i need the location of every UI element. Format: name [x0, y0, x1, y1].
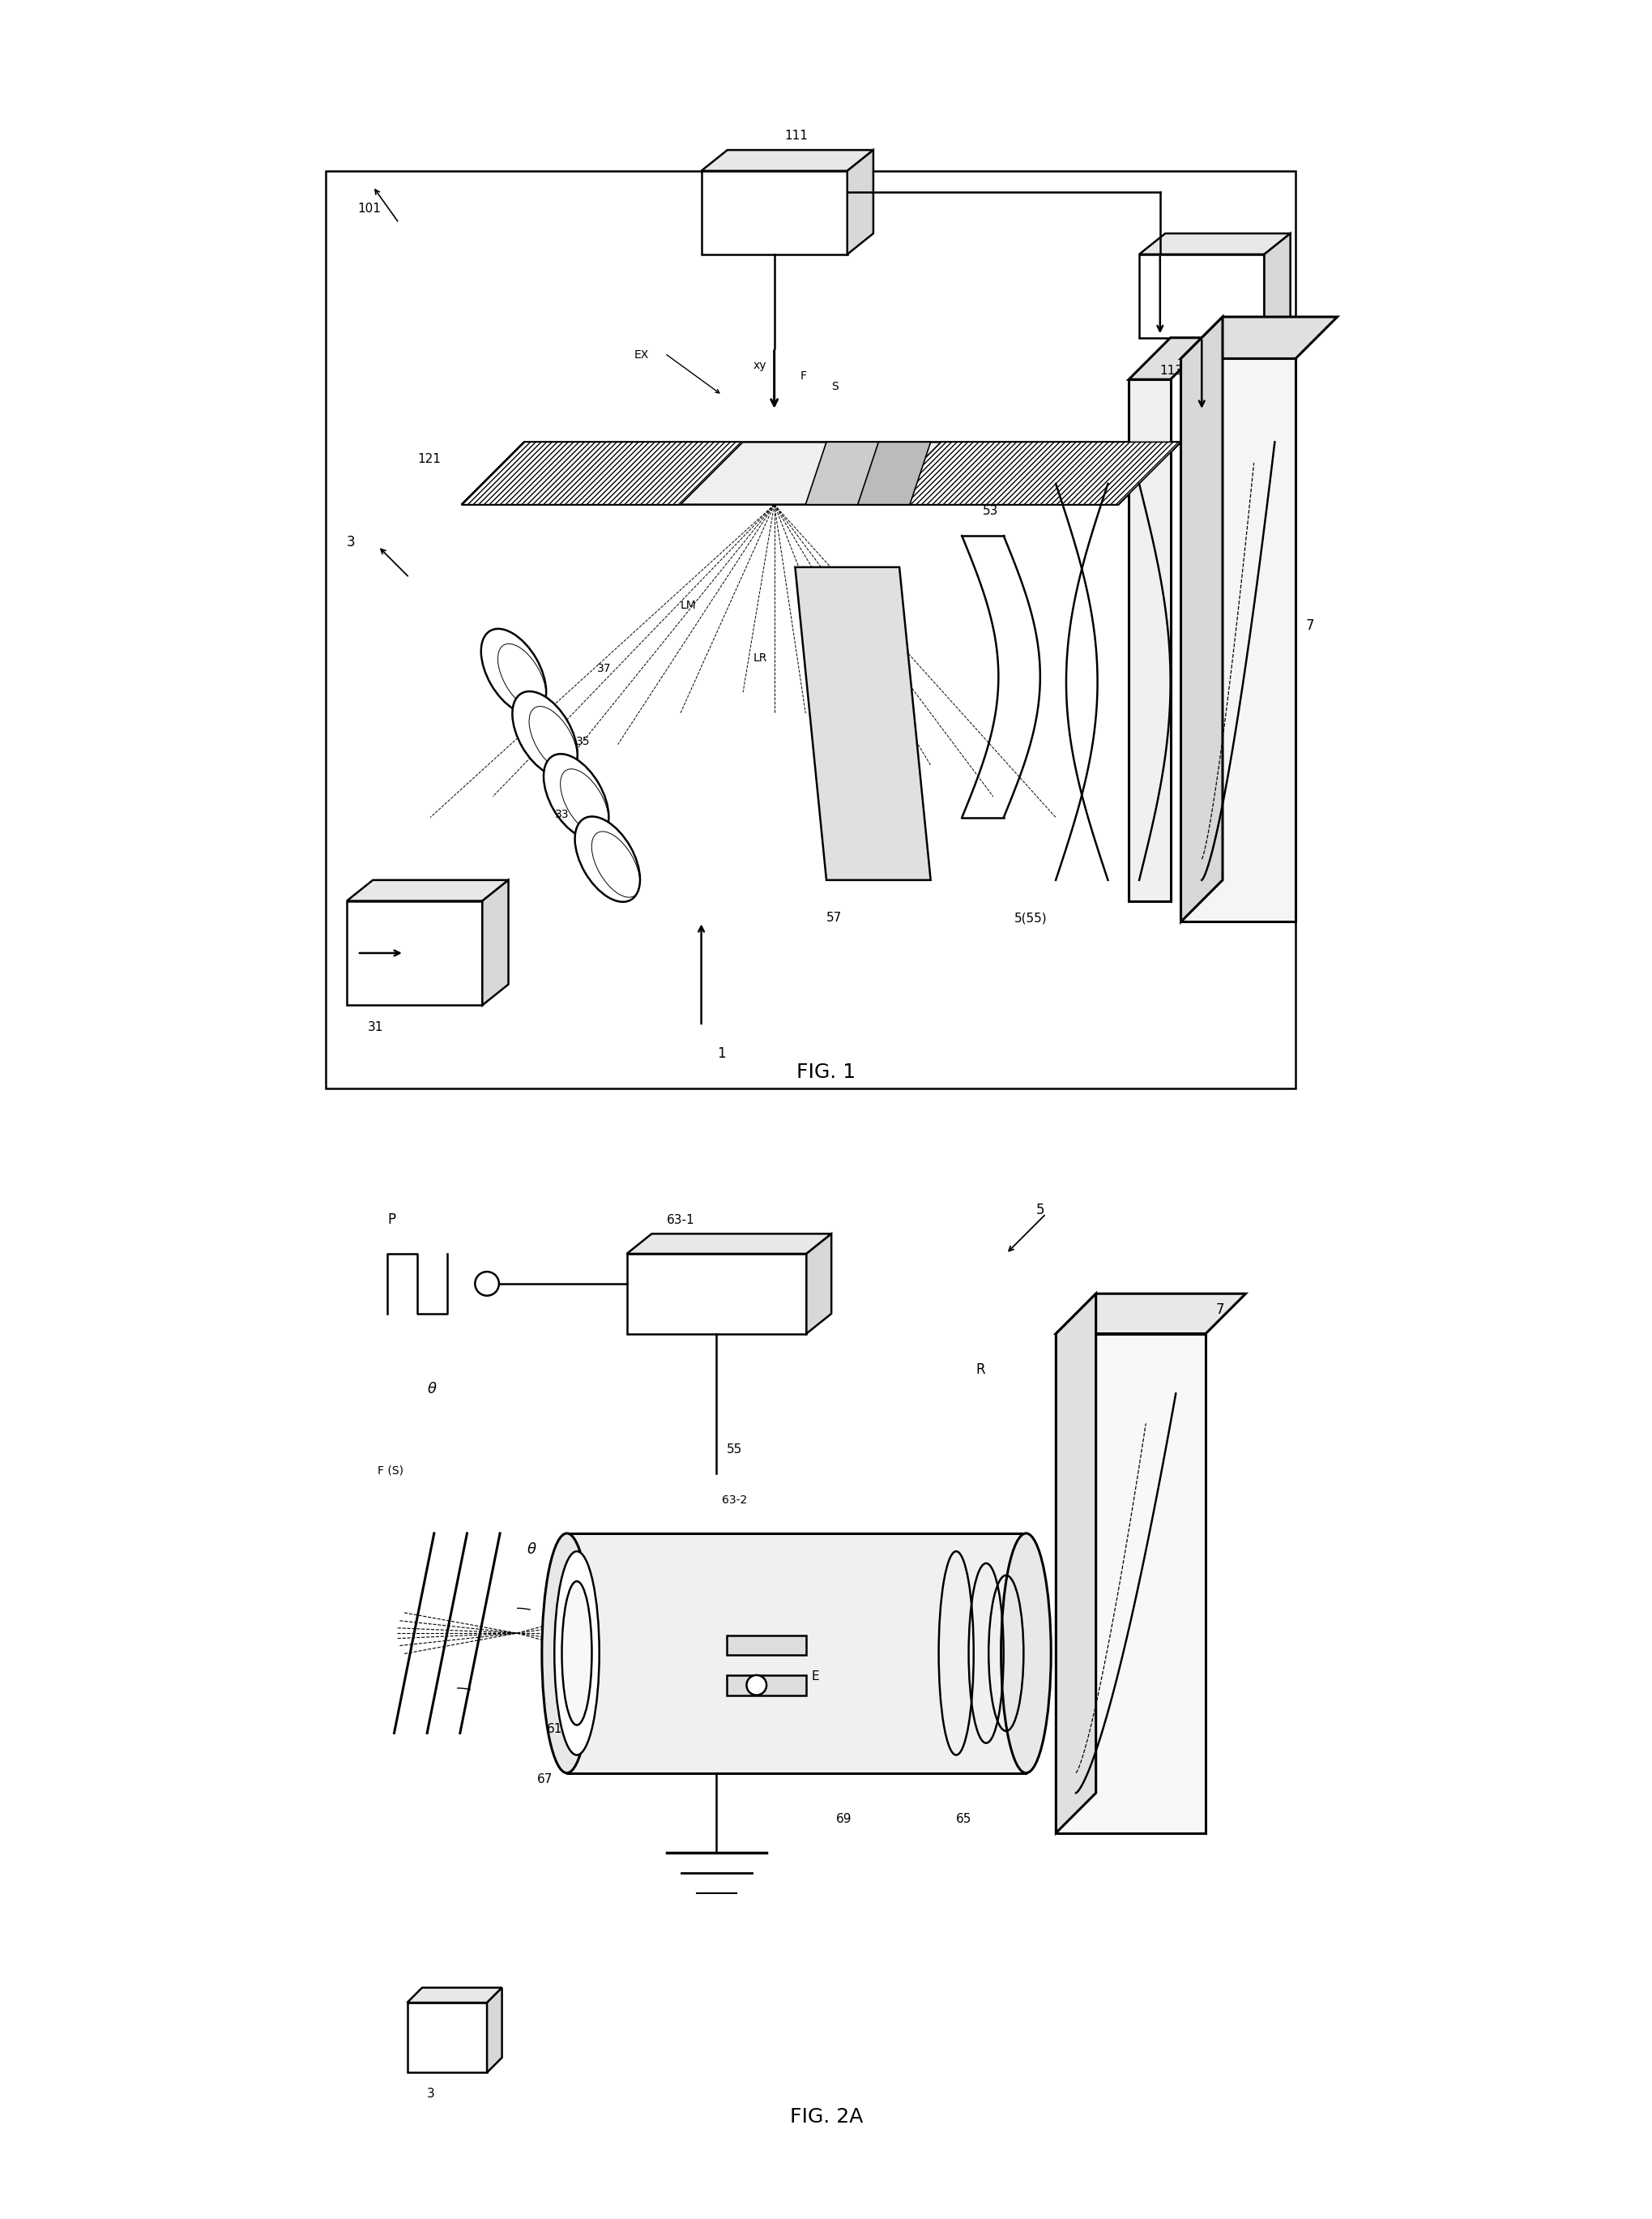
- Ellipse shape: [481, 628, 545, 715]
- Polygon shape: [1056, 1334, 1206, 1833]
- Text: F (S): F (S): [377, 1465, 403, 1476]
- Polygon shape: [879, 442, 1180, 504]
- Text: $\theta$: $\theta$: [426, 1382, 438, 1396]
- Polygon shape: [1180, 359, 1295, 921]
- Circle shape: [474, 1271, 499, 1296]
- Text: 31: 31: [367, 1021, 383, 1034]
- Text: 67: 67: [537, 1773, 552, 1786]
- Polygon shape: [461, 442, 743, 504]
- Text: 33: 33: [555, 808, 570, 819]
- Ellipse shape: [553, 1551, 600, 1755]
- Polygon shape: [406, 1988, 502, 2002]
- Polygon shape: [805, 442, 899, 504]
- Text: FIG. 2A: FIG. 2A: [790, 2108, 862, 2126]
- Text: 53: 53: [983, 506, 998, 517]
- Polygon shape: [806, 1234, 831, 1334]
- Polygon shape: [482, 881, 509, 1005]
- Polygon shape: [626, 1254, 806, 1334]
- Polygon shape: [347, 881, 509, 901]
- Text: EX: EX: [634, 351, 649, 362]
- Text: F: F: [800, 371, 806, 382]
- FancyBboxPatch shape: [727, 1635, 806, 1655]
- Text: LR: LR: [753, 652, 767, 663]
- Text: 69: 69: [836, 1813, 852, 1826]
- Text: 113: 113: [1160, 364, 1183, 377]
- Text: 5: 5: [1036, 1203, 1044, 1216]
- Text: R: R: [976, 1362, 985, 1376]
- FancyBboxPatch shape: [727, 1675, 806, 1695]
- Text: $\theta$: $\theta$: [527, 1542, 537, 1556]
- Text: 63-2: 63-2: [722, 1493, 747, 1507]
- FancyBboxPatch shape: [567, 1533, 1026, 1773]
- Polygon shape: [1128, 379, 1170, 901]
- Polygon shape: [1138, 233, 1290, 255]
- Text: 61: 61: [547, 1724, 562, 1735]
- Text: 5(55): 5(55): [1014, 912, 1046, 923]
- Text: 3: 3: [347, 535, 355, 550]
- Text: 3: 3: [426, 2088, 434, 2099]
- Text: 35: 35: [577, 734, 590, 748]
- Text: FIG. 1: FIG. 1: [796, 1063, 856, 1083]
- Text: 65: 65: [957, 1813, 971, 1826]
- Text: xy: xy: [753, 359, 767, 371]
- Circle shape: [747, 1675, 767, 1695]
- Polygon shape: [1128, 337, 1211, 379]
- Text: 7: 7: [1216, 1303, 1224, 1316]
- Polygon shape: [626, 1234, 831, 1254]
- Polygon shape: [461, 442, 1180, 504]
- Ellipse shape: [575, 817, 639, 901]
- Polygon shape: [795, 568, 930, 881]
- Text: P: P: [387, 1212, 395, 1227]
- Text: 57: 57: [826, 912, 841, 923]
- Polygon shape: [406, 2002, 487, 2073]
- Text: 7: 7: [1305, 619, 1313, 632]
- Text: 101: 101: [357, 202, 380, 215]
- Polygon shape: [1138, 255, 1264, 337]
- Polygon shape: [1264, 233, 1290, 337]
- Polygon shape: [857, 442, 930, 504]
- Polygon shape: [700, 171, 847, 255]
- Ellipse shape: [512, 692, 577, 777]
- Ellipse shape: [544, 754, 608, 839]
- Text: 121: 121: [416, 453, 441, 466]
- Polygon shape: [347, 901, 482, 1005]
- Text: 111: 111: [785, 131, 808, 142]
- Text: 55: 55: [727, 1445, 742, 1456]
- Polygon shape: [1180, 317, 1336, 359]
- Polygon shape: [847, 151, 872, 255]
- Text: 37: 37: [596, 663, 611, 675]
- Polygon shape: [1056, 1294, 1246, 1334]
- Text: E: E: [811, 1671, 819, 1682]
- Ellipse shape: [542, 1533, 591, 1773]
- Text: 1: 1: [717, 1045, 725, 1061]
- Text: 63-1: 63-1: [666, 1214, 694, 1227]
- Polygon shape: [700, 151, 872, 171]
- Polygon shape: [487, 1988, 502, 2073]
- Ellipse shape: [1001, 1533, 1051, 1773]
- Text: LM: LM: [681, 599, 695, 610]
- Polygon shape: [1056, 1294, 1095, 1833]
- Text: S: S: [831, 382, 838, 393]
- Polygon shape: [1180, 317, 1222, 921]
- Ellipse shape: [562, 1582, 591, 1724]
